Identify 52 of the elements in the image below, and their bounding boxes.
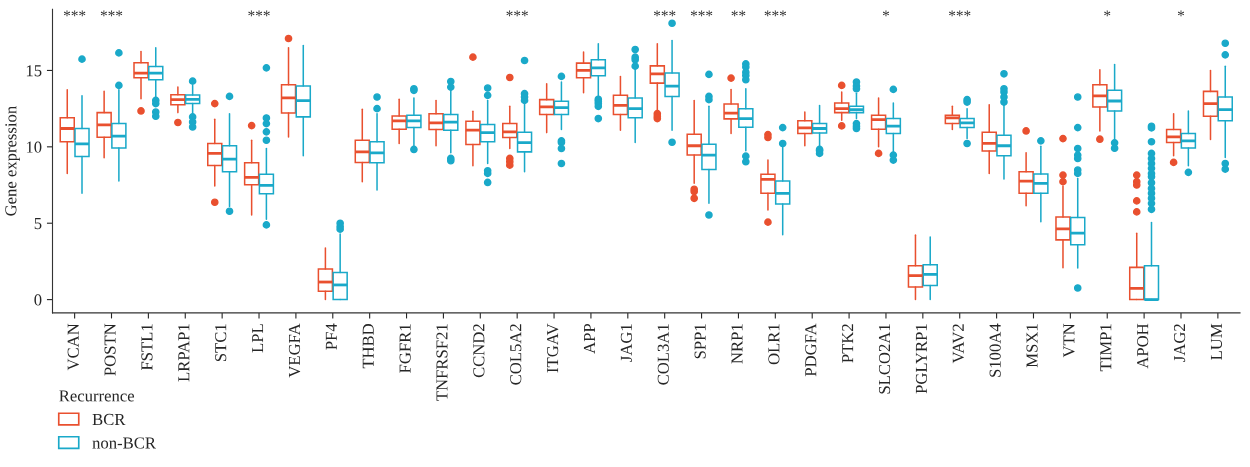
x-tick-label: MSX1: [1026, 324, 1038, 368]
x-tick-label: SLCO2A1: [878, 324, 891, 394]
text: ***: [63, 10, 86, 17]
text: ***: [690, 10, 713, 17]
text: **: [731, 10, 746, 17]
x-tick-label: LRPAP1: [178, 324, 190, 382]
x-tick-label: COL3A1: [657, 324, 669, 385]
text: ***: [949, 10, 971, 17]
y-tick-label: 0: [34, 294, 42, 306]
text: *: [882, 10, 890, 17]
x-tick-label: VTN: [1063, 323, 1075, 358]
x-tick-label: TNFRSF21: [436, 324, 448, 401]
legend-title: Recurrence: [59, 390, 135, 402]
x-tick-label: LUM: [1210, 323, 1223, 360]
x-tick-label: ITGAV: [547, 323, 559, 373]
text: ***: [100, 10, 123, 17]
text: ***: [653, 10, 676, 17]
x-tick-label: S100A4: [989, 323, 1001, 377]
x-tick-label: JAG1: [620, 324, 632, 362]
x-tick-label: PDGFA: [805, 323, 817, 377]
x-tick-label: PGLYRP1: [915, 324, 928, 394]
x-tick-label: FSTL1: [141, 324, 153, 371]
x-tick-label: CCND2: [473, 324, 485, 378]
legend-label: BCR: [92, 413, 126, 426]
x-tick-label: SPP1: [694, 324, 706, 359]
text: ***: [248, 10, 270, 17]
x-tick-label: APP: [583, 323, 595, 354]
x-tick-label: TIMP1: [1100, 324, 1112, 372]
y-tick-label: 15: [26, 65, 42, 77]
y-tick-label: 10: [26, 141, 42, 153]
x-tick-label: PF4: [325, 323, 337, 350]
x-tick-label: OLR1: [768, 324, 780, 365]
x-tick-label: THBD: [362, 323, 374, 369]
text: *: [1104, 10, 1111, 17]
x-tick-label: PTK2: [842, 324, 854, 363]
x-tick-label: FGFR1: [399, 324, 411, 373]
x-tick-label: POSTN: [104, 323, 116, 376]
x-tick-label: LPL: [252, 324, 264, 353]
x-tick-label: VCAN: [67, 323, 79, 371]
x-tick-label: STC1: [215, 324, 227, 362]
text: ***: [506, 10, 528, 17]
x-tick-label: VEGFA: [288, 323, 301, 378]
x-tick-label: NRP1: [731, 324, 743, 364]
y-axis-title: Gene expression: [5, 106, 20, 216]
x-tick-label: JAG2: [1173, 324, 1186, 362]
legend-label: non-BCR: [92, 437, 156, 449]
x-tick-label: VAV2: [952, 324, 964, 364]
x-tick-label: COL5A2: [510, 324, 522, 385]
text: ***: [764, 10, 787, 17]
text: *: [1177, 10, 1185, 17]
x-tick-label: APOH: [1137, 323, 1149, 369]
y-tick-label: 5: [34, 218, 42, 230]
